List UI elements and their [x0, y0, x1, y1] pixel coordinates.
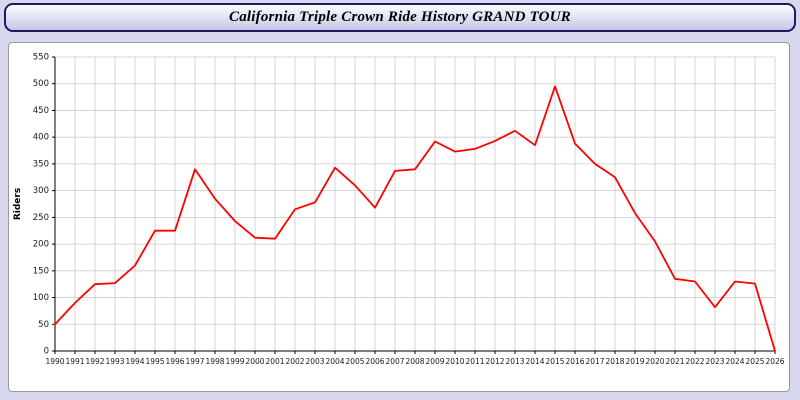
svg-text:2026: 2026 [765, 357, 784, 366]
svg-text:2006: 2006 [365, 357, 384, 366]
svg-text:2000: 2000 [245, 357, 264, 366]
svg-text:250: 250 [33, 213, 49, 223]
svg-text:2022: 2022 [685, 357, 704, 366]
svg-text:2007: 2007 [385, 357, 404, 366]
svg-text:350: 350 [33, 159, 49, 169]
svg-text:2025: 2025 [745, 357, 764, 366]
svg-text:2008: 2008 [405, 357, 424, 366]
svg-text:450: 450 [33, 106, 49, 116]
svg-text:2020: 2020 [645, 357, 664, 366]
svg-text:2015: 2015 [545, 357, 564, 366]
title-bar: California Triple Crown Ride History GRA… [4, 3, 796, 32]
svg-text:50: 50 [38, 320, 49, 330]
svg-text:2017: 2017 [585, 357, 604, 366]
svg-text:2024: 2024 [725, 357, 744, 366]
svg-text:2011: 2011 [465, 357, 484, 366]
svg-text:2004: 2004 [325, 357, 344, 366]
svg-text:200: 200 [33, 240, 49, 250]
svg-text:400: 400 [33, 133, 49, 143]
svg-text:2023: 2023 [705, 357, 724, 366]
svg-text:1994: 1994 [125, 357, 144, 366]
svg-text:500: 500 [33, 79, 49, 89]
svg-text:Riders: Riders [13, 188, 23, 220]
svg-text:1998: 1998 [205, 357, 224, 366]
svg-text:550: 550 [33, 53, 49, 63]
svg-text:2012: 2012 [485, 357, 504, 366]
svg-text:1995: 1995 [145, 357, 164, 366]
svg-text:1990: 1990 [45, 357, 64, 366]
svg-text:2003: 2003 [305, 357, 324, 366]
chart-panel: 0 50 100 150 200 250 300 350 400 450 500 550 1990 199… [8, 42, 790, 392]
svg-text:2016: 2016 [565, 357, 584, 366]
svg-text:1997: 1997 [185, 357, 204, 366]
svg-text:2005: 2005 [345, 357, 364, 366]
svg-text:2010: 2010 [445, 357, 464, 366]
svg-text:2002: 2002 [285, 357, 304, 366]
svg-text:150: 150 [33, 266, 49, 276]
svg-text:2019: 2019 [625, 357, 644, 366]
svg-text:1992: 1992 [85, 357, 104, 366]
svg-text:0: 0 [44, 347, 49, 357]
svg-text:2001: 2001 [265, 357, 284, 366]
svg-text:2021: 2021 [665, 357, 684, 366]
svg-text:2014: 2014 [525, 357, 544, 366]
svg-text:1993: 1993 [105, 357, 124, 366]
svg-text:2009: 2009 [425, 357, 444, 366]
svg-text:1991: 1991 [65, 357, 84, 366]
svg-text:2018: 2018 [605, 357, 624, 366]
svg-text:300: 300 [33, 186, 49, 196]
page-title: California Triple Crown Ride History GRA… [229, 9, 571, 25]
svg-text:2013: 2013 [505, 357, 524, 366]
svg-text:1999: 1999 [225, 357, 244, 366]
svg-text:100: 100 [33, 293, 49, 303]
svg-text:1996: 1996 [165, 357, 184, 366]
